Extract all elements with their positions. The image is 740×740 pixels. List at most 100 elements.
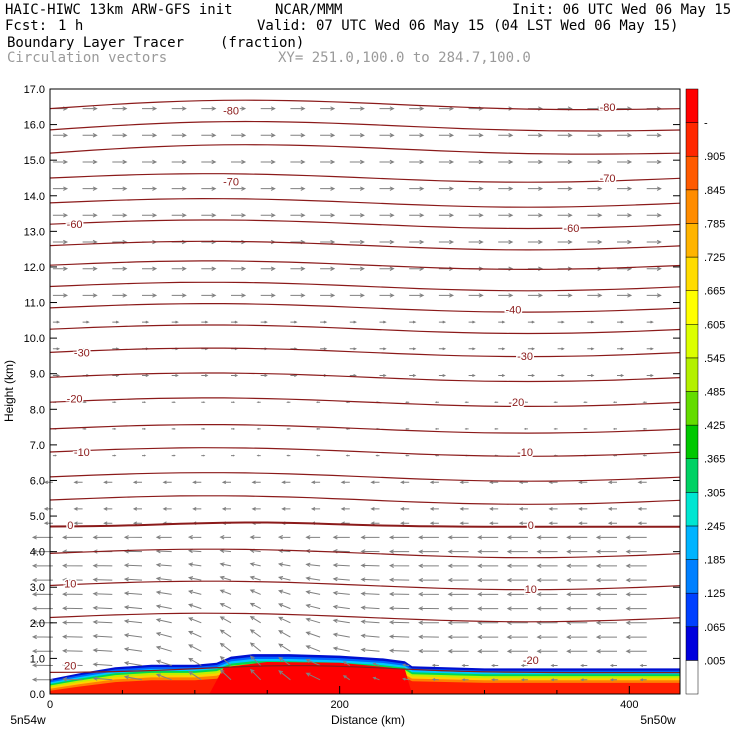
vector-arrow [607,507,617,511]
vector-arrow [342,675,351,681]
vector-arrow [438,373,447,377]
contour-label: 0 [67,520,73,532]
contour-label: -80 [223,105,239,117]
vector-arrow [617,159,633,165]
vector-arrow [123,591,143,596]
vector-arrow [112,293,128,298]
colorbar-label: .605 [704,319,725,331]
vector-arrow [249,615,261,624]
vector-arrow [400,521,410,526]
vector-arrow [123,577,143,582]
vector-arrow [464,427,469,430]
colorbar-label: .905 [704,151,725,163]
vector-arrow [332,576,350,582]
vector-arrow [388,606,410,611]
vector-arrow [142,293,158,298]
colorbar-swatch [685,256,699,291]
vector-arrow [642,401,647,404]
contour-label: -60 [67,219,83,231]
vector-arrow [587,186,603,191]
vector-arrow [370,480,380,485]
vector-arrow [188,617,202,624]
vector-arrow [612,401,617,404]
vector-arrow [461,678,469,682]
colorbar-label: - [704,118,708,130]
vector-arrow [527,239,544,245]
vector-arrow [92,591,113,597]
vector-arrow [219,603,232,610]
header-xy-text: XY= 251.0,100.0 to 284.7,100.0 [278,50,531,66]
vector-arrow [249,575,261,581]
vector-arrow [536,606,558,611]
vector-arrow [431,663,439,667]
vector-arrow [400,507,410,511]
vector-arrow [320,106,336,111]
colorbar-label: .125 [704,588,725,600]
vector-arrow [320,159,336,165]
vector-arrow [188,657,202,666]
y-tick-label: 5.0 [30,511,45,523]
vector-arrow [477,649,499,654]
vector-arrow [142,159,158,165]
vector-arrow [281,480,291,485]
vector-arrow [249,642,262,652]
contour-label: -70 [223,177,239,189]
vector-arrow [305,631,321,638]
vector-arrow [171,320,179,324]
vector-arrow [388,549,410,554]
vector-arrow [646,373,654,377]
vector-arrow [123,661,143,666]
vector-arrow [219,562,232,567]
vector-arrow [506,592,528,597]
vector-arrow [103,480,113,485]
vector-arrow [320,186,336,191]
vector-arrow [587,133,603,138]
colorbar-label: .365 [704,454,725,466]
vector-arrow [349,239,365,245]
vector-arrow [62,620,83,625]
vector-arrow [580,664,588,668]
vector-arrow [171,427,176,430]
vector-arrow [477,549,499,554]
vector-arrow [587,347,595,351]
vector-arrow [550,664,558,668]
vector-arrow [494,427,499,430]
vector-arrow [379,266,395,271]
y-tick-label: 13.0 [24,226,45,238]
vector-arrow [192,480,202,485]
vector-arrow [625,577,647,583]
colorbar-label: .065 [704,622,725,634]
vector-arrow [231,266,247,271]
vector-arrow [379,347,387,351]
colorbar-swatch [685,492,699,527]
colorbar-swatch [685,189,699,224]
y-tick-label: 8.0 [30,404,45,416]
vector-arrow [379,373,387,377]
vector-arrow [249,535,261,540]
vector-arrow [557,133,573,138]
vector-arrow [536,649,558,654]
vector-arrow [52,239,69,245]
contour-line [49,521,680,528]
vector-arrow [52,159,69,165]
vector-arrow [290,106,306,111]
y-tick-label: 2.0 [30,618,45,630]
vector-arrow [171,213,187,218]
vector-arrow [340,480,350,485]
vector-arrow [418,535,439,540]
vector-arrow [438,213,455,218]
vector-arrow [219,575,232,581]
vector-arrow [388,577,410,583]
vector-arrow [231,133,247,138]
contour-label: -20 [523,655,539,667]
vector-arrow [92,648,113,653]
vector-arrow [231,213,247,218]
vector-arrow [617,239,633,245]
vector-arrow [201,454,206,457]
vector-arrow [625,592,647,597]
vector-arrow [506,634,528,640]
vector-arrow [595,606,617,611]
colorbar-swatch [685,424,699,459]
contour-line [49,472,681,482]
